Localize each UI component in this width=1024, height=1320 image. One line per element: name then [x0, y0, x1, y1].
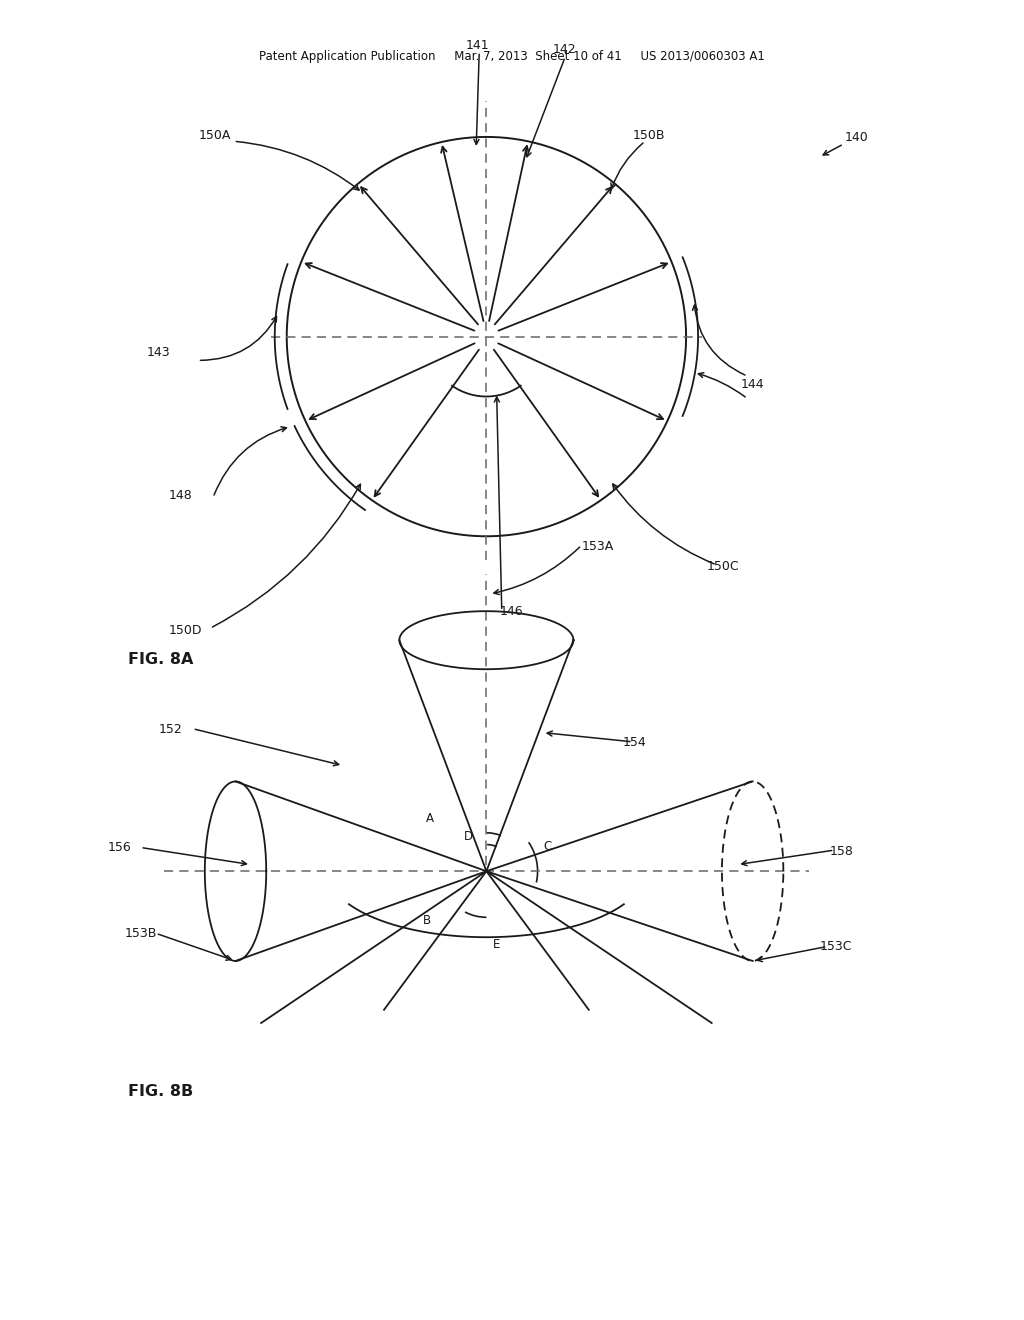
Text: Patent Application Publication     Mar. 7, 2013  Sheet 10 of 41     US 2013/0060: Patent Application Publication Mar. 7, 2…	[259, 50, 765, 63]
Text: 153A: 153A	[582, 540, 613, 553]
Text: 146: 146	[500, 605, 523, 618]
Text: 142: 142	[553, 42, 577, 55]
Text: B: B	[423, 913, 431, 927]
Text: 141: 141	[466, 38, 489, 51]
Text: 158: 158	[829, 845, 853, 858]
Text: FIG. 8B: FIG. 8B	[128, 1084, 194, 1100]
Text: FIG. 8A: FIG. 8A	[128, 652, 194, 668]
Text: 140: 140	[845, 131, 868, 144]
Text: 153C: 153C	[819, 940, 852, 953]
Text: C: C	[544, 840, 552, 853]
Text: 150B: 150B	[633, 128, 666, 141]
Text: 144: 144	[740, 378, 764, 391]
Text: 150A: 150A	[199, 128, 231, 141]
Text: 148: 148	[169, 488, 193, 502]
Text: 154: 154	[623, 735, 646, 748]
Text: 152: 152	[159, 722, 182, 735]
Text: E: E	[493, 937, 501, 950]
Text: 153B: 153B	[125, 927, 158, 940]
Text: D: D	[464, 829, 472, 842]
Text: 150C: 150C	[707, 560, 739, 573]
Text: 143: 143	[146, 346, 170, 359]
Text: 156: 156	[108, 841, 131, 854]
Text: A: A	[426, 812, 434, 825]
Text: 150D: 150D	[169, 623, 203, 636]
